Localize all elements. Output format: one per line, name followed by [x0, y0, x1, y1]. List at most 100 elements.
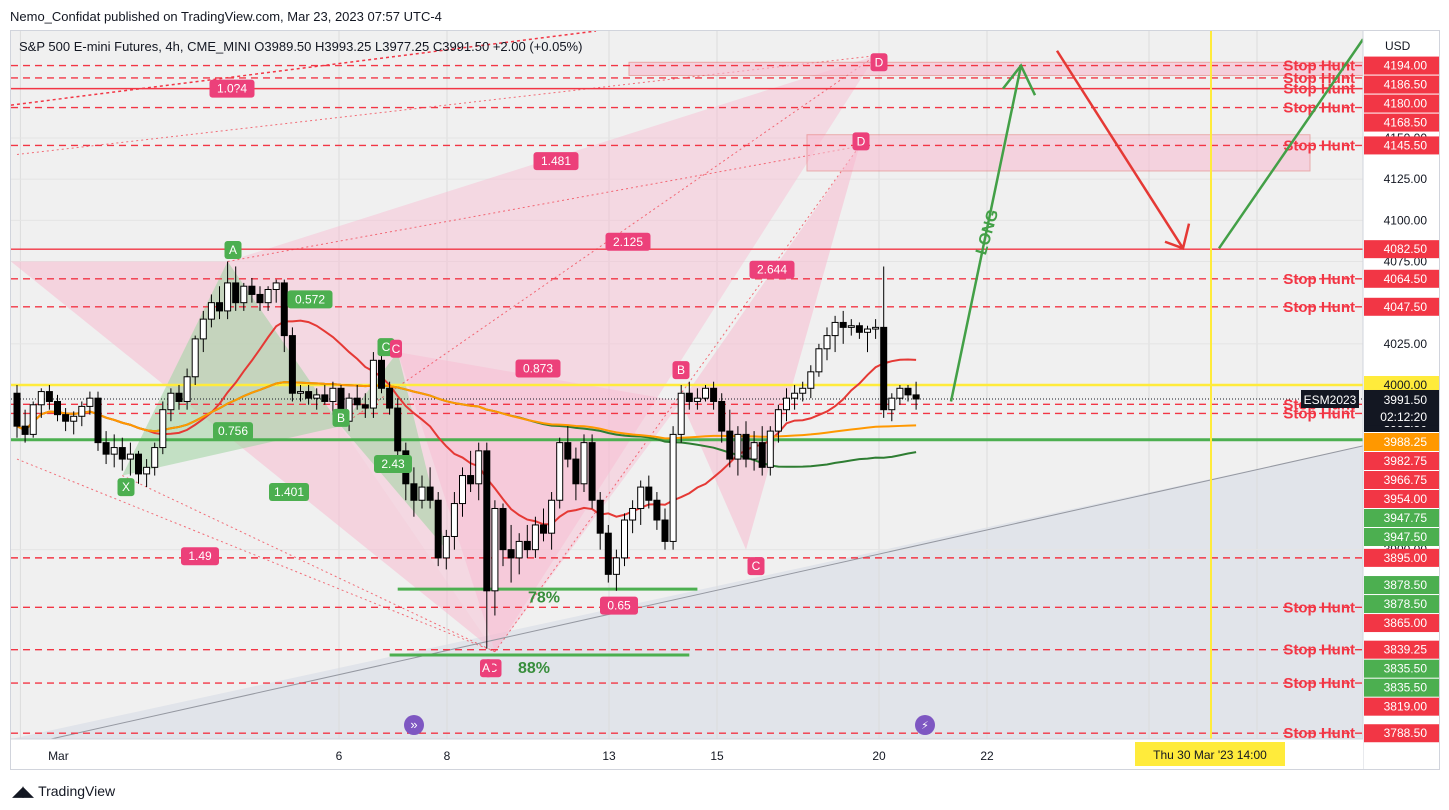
candle [564, 426, 572, 468]
candle-body [418, 486, 426, 501]
candle-body [159, 409, 167, 449]
candle [361, 393, 369, 418]
candle [297, 385, 304, 402]
candle [904, 385, 912, 402]
candle [151, 442, 159, 476]
candle [515, 533, 523, 575]
price-tag-text: 4145.50 [1384, 138, 1428, 152]
candle [240, 282, 248, 311]
price-tag: 4000.00 [1364, 376, 1439, 394]
candle [596, 492, 604, 550]
price-tag: 4082.50 [1364, 240, 1439, 259]
price-tag: 3954.00 [1364, 490, 1439, 508]
ratio-label-065-bg [600, 596, 638, 615]
candle-body [864, 328, 871, 333]
candle-body [904, 387, 912, 396]
candle-body [766, 430, 774, 468]
candle [37, 388, 45, 418]
candle [159, 401, 167, 455]
pattern-label-b2-text: B [677, 363, 685, 377]
ratio-label-243-bg [374, 455, 412, 474]
candle-body [548, 499, 556, 534]
candle [280, 279, 288, 353]
candle-body [507, 549, 515, 559]
candle-body [629, 507, 637, 521]
candle-body [604, 532, 612, 575]
pattern-label-x-bg [117, 478, 135, 497]
candle-body [426, 486, 434, 501]
candle [531, 516, 539, 558]
candle [329, 381, 337, 415]
candle-body [702, 387, 709, 399]
x-tick-label: 22 [980, 749, 994, 763]
candle-body [491, 507, 499, 592]
price-tag-text: 3865.00 [1384, 616, 1428, 630]
dividend-event-icon [404, 715, 424, 735]
candle [669, 426, 677, 550]
candle [499, 503, 507, 567]
current-price-bg [1364, 389, 1439, 426]
price-tag-bg [1364, 490, 1439, 508]
fib-label-88: 88% [518, 660, 550, 677]
candle-body [855, 325, 863, 333]
candle [548, 492, 556, 550]
x-tick-label: 20 [872, 749, 886, 763]
candle-body [313, 394, 321, 399]
candle [783, 388, 790, 422]
price-tag: 4186.50 [1364, 75, 1439, 94]
candle-body [305, 391, 313, 399]
ratio-label-1481: 1.481 [533, 152, 579, 171]
candle [621, 513, 628, 567]
ratio-label-149: 1.49 [181, 547, 219, 566]
price-tag: 3835.50 [1364, 678, 1439, 697]
earnings-event-glyph: ⚡ [921, 720, 929, 732]
pattern-label-a2: A [480, 659, 492, 678]
ratio-label-0572-bg [287, 290, 333, 309]
ratio-label-0873-text: 0.873 [523, 362, 553, 376]
price-tag-text: 4082.50 [1384, 242, 1428, 256]
candle-body [588, 442, 596, 501]
candle [167, 388, 175, 422]
price-tag-text: 4180.00 [1384, 97, 1428, 111]
candle [126, 442, 134, 476]
tradingview-logo[interactable]: ◢◣ TradingView [12, 782, 115, 800]
candle [556, 437, 564, 509]
candle [588, 434, 596, 509]
candle-body [54, 400, 61, 416]
ratio-label-243: 2.43 [374, 455, 412, 474]
candle [774, 404, 782, 443]
candle-body [734, 433, 742, 460]
candle-body [110, 447, 118, 455]
candle-body [742, 433, 750, 460]
candle-body [183, 376, 191, 402]
x-tick-label: Mar [48, 749, 69, 763]
candle-body [531, 524, 539, 551]
candle-body [21, 425, 29, 435]
candle [677, 385, 685, 443]
candle-body [693, 397, 701, 402]
chart-frame[interactable]: Stop Hunt Stop Hunt Stop Hunt Stop Hunt Stop… [10, 30, 1440, 770]
candle-body [321, 394, 329, 402]
supply-zone-mid [806, 134, 1311, 172]
candle [143, 459, 151, 488]
price-tag-bg [1364, 94, 1439, 113]
candle [78, 401, 86, 427]
candle-body [540, 524, 547, 534]
price-tag: 3988.25 [1364, 433, 1439, 451]
currency-label: USD [1385, 39, 1411, 53]
price-tag-bg [1364, 640, 1439, 659]
candle [612, 549, 620, 591]
candle [54, 394, 61, 422]
candle-body [750, 442, 758, 460]
ratio-label-2644: 2.644 [749, 260, 795, 279]
candle [483, 442, 491, 649]
price-tag-text: 3788.50 [1384, 726, 1428, 740]
candle [872, 319, 880, 339]
ratio-label-1481-bg [533, 152, 579, 171]
candle-body [297, 391, 304, 394]
candle [102, 431, 110, 465]
candles [13, 261, 920, 649]
candle-body [459, 475, 466, 505]
